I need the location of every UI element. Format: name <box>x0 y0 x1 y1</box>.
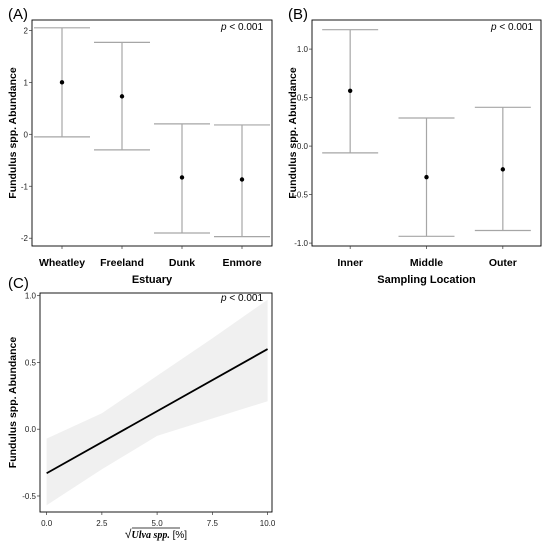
mean-point <box>239 177 245 182</box>
p-value-letter: p <box>220 293 227 304</box>
error-bar-wheatley <box>34 27 90 138</box>
mean-point <box>119 94 125 99</box>
panel-a: (A) -2 -1 0 1 2 Fundulus spp. Abundance Wheatle… <box>7 6 273 286</box>
y-axis-label: Fundulus spp. Abundance <box>7 67 19 199</box>
y-tick-label: -1 <box>21 182 29 191</box>
y-tick-label: 0.0 <box>25 425 37 434</box>
x-tick-label: 7.5 <box>207 519 219 528</box>
y-tick-label: 0.0 <box>297 142 309 151</box>
y-tick-label: -1.0 <box>294 239 308 248</box>
mean-point <box>500 167 506 172</box>
panel-label: (A) <box>8 6 28 23</box>
panel-b: (B) -1.0 -0.5 0.0 0.5 1.0 Fundulus spp. Abunda… <box>287 6 542 286</box>
x-label-unit: [%] <box>170 530 187 541</box>
p-value-annotation: p < 0.001 <box>490 22 533 33</box>
x-axis-label-text: √Ulva spp. [%] <box>125 527 187 541</box>
p-value-letter: p <box>490 22 497 33</box>
y-tick-label: -0.5 <box>22 492 36 501</box>
x-tick-label: 0.0 <box>41 519 53 528</box>
error-bar-outer <box>474 106 531 232</box>
error-bar-inner <box>322 29 379 154</box>
x-category-label: Freeland <box>100 257 144 269</box>
y-tick-label: 1 <box>24 78 29 87</box>
panel-c: (C) -0.5 0.0 0.5 1.0 Fundulus spp. Abundance 0… <box>7 275 276 541</box>
panel-label: (B) <box>288 6 308 23</box>
x-axis-label: Estuary <box>132 274 173 286</box>
y-tick-label: 1.0 <box>297 45 309 54</box>
y-tick-label: 0.5 <box>25 358 37 367</box>
y-tick-label: 1.0 <box>25 292 37 301</box>
p-value-text: < 0.001 <box>227 293 264 304</box>
mean-point <box>179 175 185 180</box>
p-value-text: < 0.001 <box>497 22 534 33</box>
x-tick-label: 5.0 <box>152 519 164 528</box>
y-tick-label: 0.5 <box>297 94 309 103</box>
y-tick-label: -0.5 <box>294 191 308 200</box>
x-category-label: Enmore <box>222 257 261 269</box>
plot-frame <box>31 19 273 247</box>
error-bar-enmore <box>214 124 270 238</box>
x-category-label: Outer <box>489 257 517 269</box>
y-axis-label: Fundulus spp. Abundance <box>7 337 19 469</box>
y-tick-label: -2 <box>21 234 29 243</box>
error-bar-freeland <box>94 41 150 151</box>
y-tick-label: 2 <box>24 26 29 35</box>
x-axis-label: Sampling Location <box>377 274 476 286</box>
mean-point <box>59 80 65 85</box>
x-tick-label: 2.5 <box>96 519 108 528</box>
p-value-text: < 0.001 <box>227 22 264 33</box>
mean-point <box>424 174 429 180</box>
confidence-band <box>46 299 268 506</box>
y-tick-label: 0 <box>24 130 29 139</box>
x-axis-label: √Ulva spp. [%] <box>125 527 187 541</box>
x-tick-label: 10.0 <box>260 519 276 528</box>
radical-sign: √ <box>125 527 132 541</box>
x-category-label: Wheatley <box>39 257 85 269</box>
error-bar-middle <box>398 117 455 237</box>
mean-point <box>347 88 353 94</box>
p-value-annotation: p < 0.001 <box>220 293 263 304</box>
y-axis-label: Fundulus spp. Abundance <box>287 67 299 199</box>
regression-line <box>46 348 269 475</box>
error-bar-dunk <box>154 123 210 234</box>
panel-label: (C) <box>8 275 29 292</box>
x-category-label: Dunk <box>169 257 195 269</box>
x-label-term: Ulva spp. <box>132 530 170 541</box>
x-category-label: Inner <box>337 257 363 269</box>
x-category-label: Middle <box>410 257 443 269</box>
p-value-letter: p <box>220 22 227 33</box>
p-value-annotation: p < 0.001 <box>220 22 263 33</box>
